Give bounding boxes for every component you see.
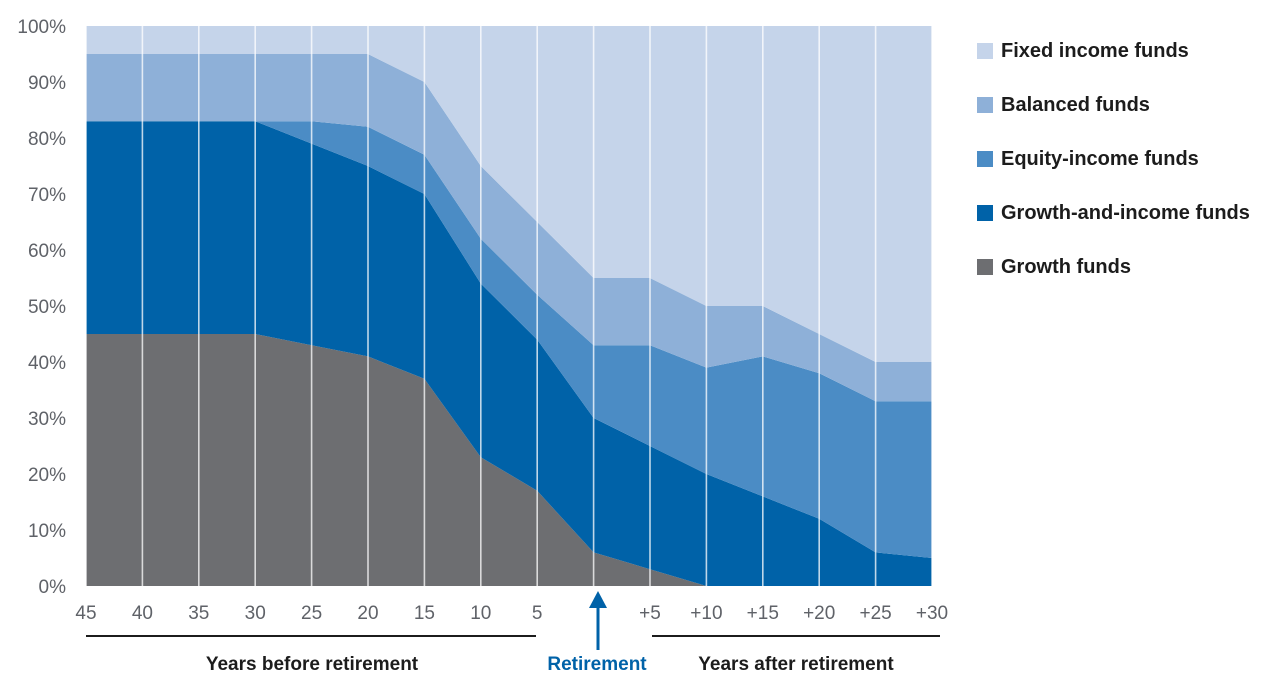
- y-axis-tick-labels: 0% 10% 20% 30% 40% 50% 60% 70% 80% 90% 100%: [17, 17, 66, 598]
- area-growth-funds: [86, 334, 932, 586]
- years-before-retirement-label: Years before retirement: [206, 654, 419, 673]
- y-tick-label: 80%: [28, 129, 66, 150]
- x-tick-label: 30: [245, 603, 266, 624]
- x-tick-label: 15: [414, 603, 435, 624]
- retirement-annotations: Years before retirement Retirement Years…: [86, 591, 940, 673]
- legend-label: Equity-income funds: [1001, 147, 1199, 170]
- legend-label: Growth-and-income funds: [1001, 201, 1250, 224]
- x-tick-label: 10: [470, 603, 491, 624]
- y-tick-label: 100%: [17, 17, 66, 38]
- area-equity-income-funds: [86, 121, 932, 558]
- legend-label: Growth funds: [1001, 255, 1131, 278]
- x-tick-label: 20: [357, 603, 378, 624]
- chart-legend: Fixed income funds Balanced funds Equity-i…: [977, 24, 1250, 294]
- y-tick-label: 20%: [28, 465, 66, 486]
- legend-swatch: [977, 43, 993, 59]
- legend-swatch: [977, 151, 993, 167]
- y-tick-label: 40%: [28, 353, 66, 374]
- legend-item-fixed-income-funds: Fixed income funds: [977, 24, 1250, 78]
- y-tick-label: 10%: [28, 521, 66, 542]
- y-tick-label: 50%: [28, 297, 66, 318]
- x-tick-label: 5: [532, 603, 543, 624]
- y-tick-label: 60%: [28, 241, 66, 262]
- x-axis-tick-labels: 45 40 35 30 25 20 15 10 5 +5 +10 +15 +20 +25 +30: [75, 603, 948, 624]
- area-fixed-income-funds: [86, 26, 932, 362]
- x-tick-label: 40: [132, 603, 153, 624]
- y-tick-label: 70%: [28, 185, 66, 206]
- legend-item-balanced-funds: Balanced funds: [977, 78, 1250, 132]
- years-after-retirement-label: Years after retirement: [698, 654, 894, 673]
- x-tick-label: +15: [747, 603, 779, 624]
- legend-item-equity-income-funds: Equity-income funds: [977, 132, 1250, 186]
- retirement-arrow-head: [589, 591, 607, 608]
- retirement-label: Retirement: [547, 654, 647, 673]
- legend-swatch: [977, 259, 993, 275]
- x-tick-label: +30: [916, 603, 948, 624]
- x-tick-label: +20: [803, 603, 835, 624]
- x-tick-label: +10: [690, 603, 722, 624]
- x-tick-label: 45: [75, 603, 96, 624]
- vertical-gridlines: [85, 26, 933, 586]
- x-tick-label: 25: [301, 603, 322, 624]
- legend-swatch: [977, 205, 993, 221]
- x-tick-label: +25: [859, 603, 891, 624]
- legend-item-growth-and-income-funds: Growth-and-income funds: [977, 186, 1250, 240]
- area-balanced-funds: [86, 54, 932, 402]
- y-tick-label: 0%: [39, 577, 67, 598]
- y-tick-label: 90%: [28, 73, 66, 94]
- x-tick-label: 35: [188, 603, 209, 624]
- legend-item-growth-funds: Growth funds: [977, 240, 1250, 294]
- area-layers: [86, 26, 932, 586]
- legend-label: Balanced funds: [1001, 93, 1150, 116]
- area-growth-and-income-funds: [86, 121, 932, 586]
- legend-label: Fixed income funds: [1001, 39, 1189, 62]
- y-tick-label: 30%: [28, 409, 66, 430]
- x-tick-label: +5: [639, 603, 661, 624]
- legend-swatch: [977, 97, 993, 113]
